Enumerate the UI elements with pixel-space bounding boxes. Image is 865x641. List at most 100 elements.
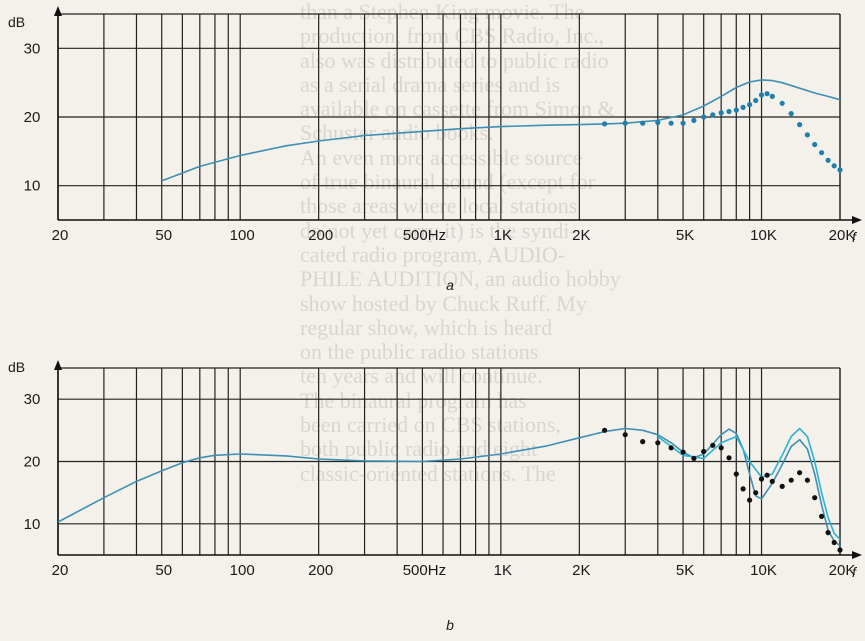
x-tick-label: 50 — [155, 227, 172, 244]
x-tick-label: 5K — [676, 227, 694, 244]
background-text-line: classic-oriented stations. The — [300, 460, 556, 486]
data-point — [812, 495, 818, 501]
y-axis-arrow — [54, 360, 62, 370]
data-point — [726, 108, 732, 115]
y-axis-arrow — [54, 6, 62, 16]
data-point — [753, 97, 759, 104]
x-axis-arrow — [852, 551, 862, 559]
data-point — [680, 449, 686, 455]
data-point — [825, 157, 831, 163]
data-point — [718, 445, 724, 451]
data-point — [740, 486, 746, 492]
background-text-line: of true binaural sound (except for — [300, 169, 596, 195]
x-tick-label: 2K — [572, 227, 590, 244]
background-text-line: An even more accessible source — [300, 144, 583, 170]
data-point — [804, 132, 811, 138]
data-point — [691, 455, 697, 461]
data-point — [788, 111, 794, 117]
data-point — [779, 483, 785, 489]
data-point — [718, 110, 724, 116]
grid — [57, 13, 841, 220]
data-point — [788, 477, 794, 483]
data-point — [640, 120, 646, 126]
y-tick-label: 10 — [24, 516, 41, 533]
data-point — [831, 539, 837, 546]
y-tick-label: 30 — [24, 391, 41, 408]
data-point — [758, 476, 765, 482]
background-text-line: do not yet carry it) is the syndi- — [300, 217, 577, 243]
data-point — [819, 150, 825, 156]
x-tick-label: 500Hz — [403, 227, 446, 244]
data-point — [733, 107, 739, 113]
data-point — [668, 445, 674, 451]
background-text-line: than a Stephen King movie. The — [300, 0, 585, 24]
series-line — [657, 427, 841, 540]
x-axis-label: f — [852, 564, 858, 580]
data-point — [622, 120, 628, 126]
data-point — [769, 93, 775, 99]
series-0 — [57, 427, 841, 547]
data-point — [701, 448, 707, 455]
x-tick-label: 2K — [572, 562, 590, 579]
data-point — [733, 471, 739, 477]
data-point — [701, 114, 707, 120]
x-axis-arrow — [852, 216, 862, 224]
background-text-line: as a serial drama series and is — [300, 71, 561, 97]
data-point — [747, 497, 753, 503]
background-text-line: cated radio program, AUDIO- — [300, 241, 566, 267]
x-tick-label: 100 — [230, 562, 255, 579]
y-axis-label: dB — [8, 359, 25, 375]
chart-a: 10 20 30 20 50 100 200 500Hz 1K 2K 5K 10K 20K dB f a — [8, 6, 862, 293]
y-axis-label: dB — [8, 14, 25, 30]
x-tick-label: 20 — [52, 227, 69, 244]
x-tick-label: 50 — [155, 562, 172, 579]
series-1 — [602, 91, 843, 173]
background-article-text: than a Stephen King movie. The production… — [300, 0, 865, 641]
data-point — [655, 440, 661, 446]
data-point — [831, 163, 837, 169]
x-tick-label: 10K — [750, 562, 777, 579]
data-point — [758, 92, 765, 98]
data-point — [764, 91, 770, 97]
y-tick-label: 30 — [24, 40, 41, 57]
background-text-line: those areas where local stations — [300, 193, 578, 219]
data-point — [691, 117, 697, 123]
background-text-line: The binaural program has — [300, 387, 527, 413]
data-point — [837, 547, 843, 553]
x-tick-label: 10K — [750, 227, 777, 244]
data-point — [668, 120, 674, 126]
background-text-line: available on cassette from Simon & — [300, 96, 615, 122]
grid — [57, 367, 841, 555]
figure-caption: b — [446, 617, 454, 633]
data-point — [769, 478, 775, 484]
series-2 — [602, 427, 843, 553]
data-point — [825, 530, 831, 536]
data-point — [819, 513, 825, 520]
series-1 — [657, 427, 841, 540]
data-point — [655, 119, 661, 126]
data-point — [764, 472, 770, 478]
data-point — [779, 100, 785, 106]
data-point — [837, 167, 843, 173]
background-text-line: show hosted by Chuck Ruff. My — [300, 290, 587, 316]
data-point — [797, 470, 803, 476]
x-tick-label: 20K — [829, 227, 856, 244]
data-point — [740, 104, 746, 110]
x-axis-label: f — [852, 229, 858, 245]
data-point — [797, 122, 803, 128]
data-point — [622, 432, 628, 438]
x-tick-label: 20K — [829, 562, 856, 579]
axes — [54, 6, 862, 224]
figure-caption: a — [446, 277, 454, 293]
series-line — [57, 427, 841, 547]
data-point — [680, 120, 686, 126]
x-tick-label: 1K — [494, 227, 512, 244]
data-point — [710, 112, 716, 118]
x-tick-label: 200 — [308, 562, 333, 579]
x-tick-label: 500Hz — [403, 562, 446, 579]
data-point — [602, 427, 608, 433]
x-tick-label: 5K — [676, 562, 694, 579]
background-text-line: PHILE AUDITION, an audio hobby — [300, 266, 621, 292]
axes — [54, 360, 862, 559]
